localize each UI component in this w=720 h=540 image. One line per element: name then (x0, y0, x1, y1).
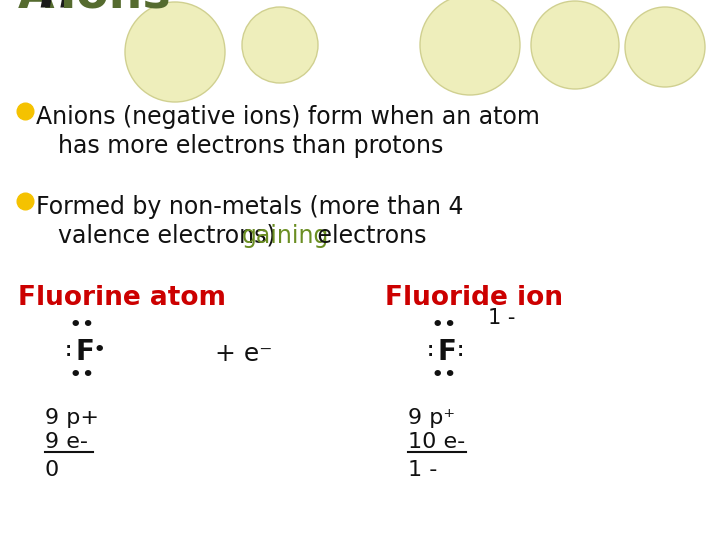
Text: ••: •• (430, 315, 456, 335)
Text: Fluorine atom: Fluorine atom (18, 285, 226, 311)
Text: ••: •• (68, 365, 95, 385)
Text: Fluoride ion: Fluoride ion (385, 285, 563, 311)
Text: electrons: electrons (310, 224, 426, 248)
Circle shape (625, 7, 705, 87)
Circle shape (420, 0, 520, 95)
Text: •: • (92, 340, 105, 360)
Circle shape (531, 1, 619, 89)
Text: A: A (18, 0, 55, 18)
Text: gaining: gaining (242, 224, 330, 248)
Text: Anions (negative ions) form when an atom: Anions (negative ions) form when an atom (36, 105, 540, 129)
Text: 10 e-: 10 e- (408, 432, 465, 452)
Text: 1 -: 1 - (488, 308, 516, 328)
Text: :: : (62, 340, 76, 360)
Text: 9 p⁺: 9 p⁺ (408, 408, 455, 428)
Text: Formed by non-metals (more than 4: Formed by non-metals (more than 4 (36, 195, 464, 219)
Text: n: n (38, 0, 76, 18)
Text: ••: •• (430, 365, 456, 385)
Text: F: F (438, 338, 457, 366)
Text: ions: ions (60, 0, 171, 18)
Text: has more electrons than protons: has more electrons than protons (58, 134, 444, 158)
Text: :: : (454, 340, 467, 360)
Text: F: F (76, 338, 95, 366)
Text: valence electrons): valence electrons) (58, 224, 283, 248)
Text: ••: •• (68, 315, 95, 335)
Text: 1 -: 1 - (408, 460, 437, 480)
Circle shape (242, 7, 318, 83)
Circle shape (125, 2, 225, 102)
Text: :: : (424, 340, 437, 360)
Text: 9 p+: 9 p+ (45, 408, 99, 428)
Text: 0: 0 (45, 460, 59, 480)
Text: 9 e-: 9 e- (45, 432, 88, 452)
Text: + e⁻: + e⁻ (215, 342, 272, 366)
